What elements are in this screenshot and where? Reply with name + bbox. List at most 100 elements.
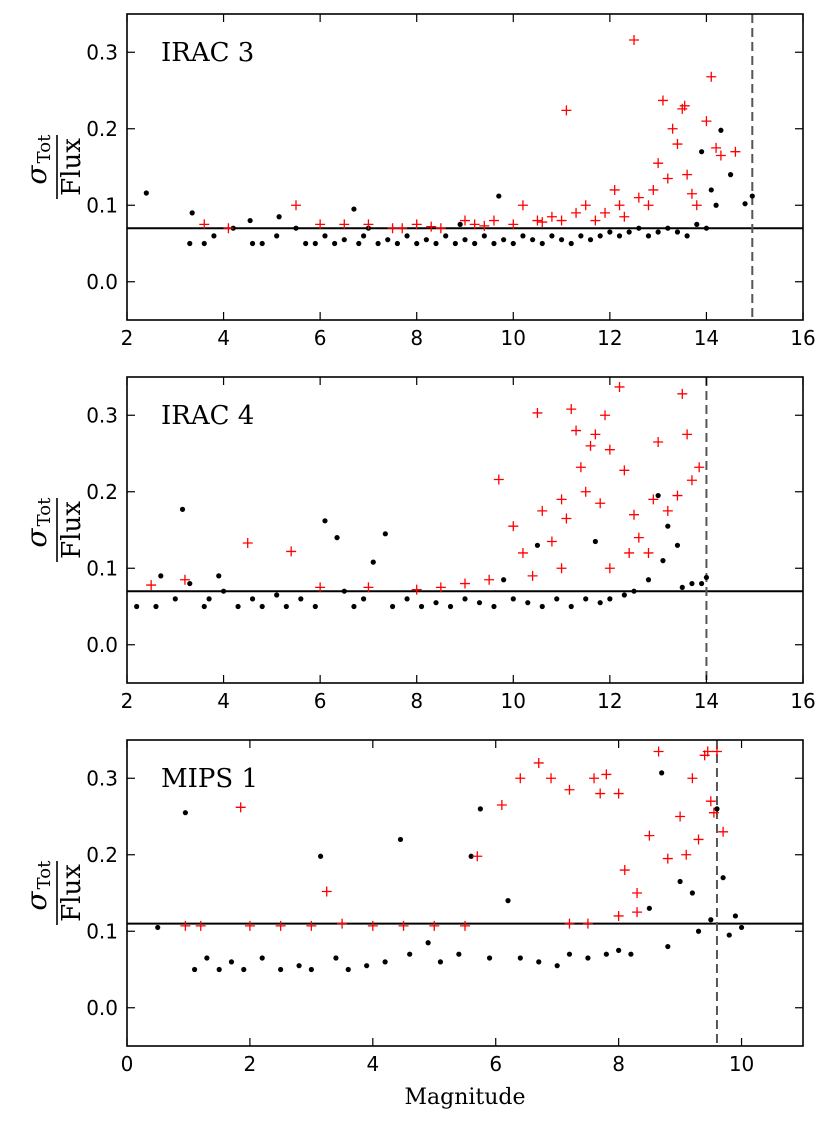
data-point-dot	[636, 225, 642, 231]
data-point-dot	[397, 836, 404, 843]
x-tick-label: 12	[597, 689, 622, 713]
data-point-dot	[216, 966, 222, 973]
data-point-plus	[321, 886, 332, 897]
data-point-dot	[211, 233, 217, 239]
data-point-dot	[423, 237, 429, 243]
data-point-plus	[632, 888, 643, 898]
data-point-dot	[407, 951, 413, 957]
x-tick-label: 16	[790, 689, 815, 713]
data-point-plus	[730, 146, 741, 157]
data-point-dot	[312, 603, 318, 610]
data-point-plus	[546, 211, 557, 222]
data-point-plus	[479, 220, 490, 231]
data-point-dot	[385, 237, 391, 243]
data-point-plus	[614, 200, 625, 211]
data-point-plus	[715, 150, 726, 161]
data-point-dot	[293, 225, 299, 231]
data-point-dot	[703, 225, 710, 231]
data-point-plus	[653, 746, 664, 757]
plot-frame	[126, 13, 804, 321]
data-point-plus	[677, 388, 688, 399]
data-point-plus	[199, 219, 210, 230]
data-point-dot	[536, 959, 542, 965]
data-point-plus	[426, 221, 437, 232]
series-red-plus	[180, 746, 729, 931]
data-point-dot	[530, 237, 536, 243]
data-point-dot	[201, 603, 207, 610]
data-point-dot	[296, 963, 302, 969]
data-point-dot	[317, 853, 324, 859]
data-point-plus	[556, 494, 567, 505]
data-point-plus	[575, 462, 586, 473]
data-point-plus	[460, 578, 470, 589]
data-point-plus	[469, 219, 480, 230]
data-point-plus	[363, 219, 374, 230]
data-point-dot	[356, 240, 362, 247]
data-point-plus	[337, 918, 348, 929]
data-point-plus	[561, 105, 572, 116]
data-point-plus	[488, 215, 499, 226]
data-point-dot	[583, 596, 589, 602]
data-point-dot	[628, 951, 634, 957]
data-point-plus	[633, 192, 644, 203]
y-label-subscript: Tot	[34, 497, 55, 526]
data-point-dot	[626, 229, 632, 235]
data-point-dot	[481, 233, 487, 239]
data-point-plus	[411, 219, 422, 230]
data-point-dot	[665, 225, 671, 231]
data-point-dot	[322, 518, 328, 524]
data-point-plus	[633, 532, 644, 543]
data-point-dot	[505, 898, 511, 904]
data-point-plus	[397, 223, 408, 234]
data-point-plus	[517, 547, 528, 558]
data-point-plus	[537, 505, 548, 516]
data-point-plus	[235, 802, 246, 813]
data-point-dot	[501, 577, 507, 583]
data-point-dot	[274, 592, 280, 598]
data-point-plus	[179, 574, 190, 585]
plot-frame	[126, 739, 804, 1047]
data-point-plus	[701, 116, 712, 127]
data-point-plus	[546, 773, 557, 784]
data-point-plus	[662, 173, 673, 184]
data-point-plus	[517, 200, 528, 211]
data-point-dot	[501, 237, 507, 243]
data-point-dot	[603, 951, 609, 957]
data-point-dot	[645, 577, 652, 583]
data-point-plus	[657, 95, 668, 106]
x-tick-label: 2	[121, 689, 134, 713]
data-point-dot	[312, 240, 318, 247]
data-point-plus	[484, 574, 495, 585]
data-point-plus	[571, 425, 582, 436]
data-point-plus	[609, 184, 620, 195]
y-label-sigma: σ	[20, 891, 53, 911]
data-point-dot	[558, 237, 565, 243]
data-point-plus	[580, 200, 591, 211]
x-tick-label: 16	[790, 326, 815, 350]
y-label-sigma: σ	[20, 165, 53, 185]
data-point-plus	[244, 920, 255, 931]
y-tick-label: 0.0	[86, 996, 118, 1020]
data-point-dot	[578, 233, 584, 239]
data-point-plus	[387, 223, 398, 234]
data-point-dot	[247, 217, 253, 224]
data-point-dot	[695, 928, 702, 934]
data-point-plus	[532, 407, 543, 418]
data-point-plus	[286, 546, 297, 557]
data-point-plus	[306, 920, 317, 931]
data-point-dot	[714, 806, 720, 812]
data-point-dot	[646, 905, 652, 911]
data-point-plus	[275, 920, 286, 931]
x-tick-label: 14	[694, 326, 719, 350]
data-point-dot	[283, 603, 289, 610]
data-point-dot	[703, 574, 710, 581]
data-point-dot	[679, 584, 685, 590]
data-point-dot	[182, 810, 188, 816]
data-point-dot	[592, 538, 598, 545]
x-tick-label: 8	[410, 326, 423, 350]
data-point-dot	[361, 233, 367, 239]
data-point-plus	[662, 853, 673, 864]
data-point-dot	[370, 559, 376, 565]
data-point-dot	[216, 573, 222, 579]
data-point-dot	[665, 523, 671, 529]
